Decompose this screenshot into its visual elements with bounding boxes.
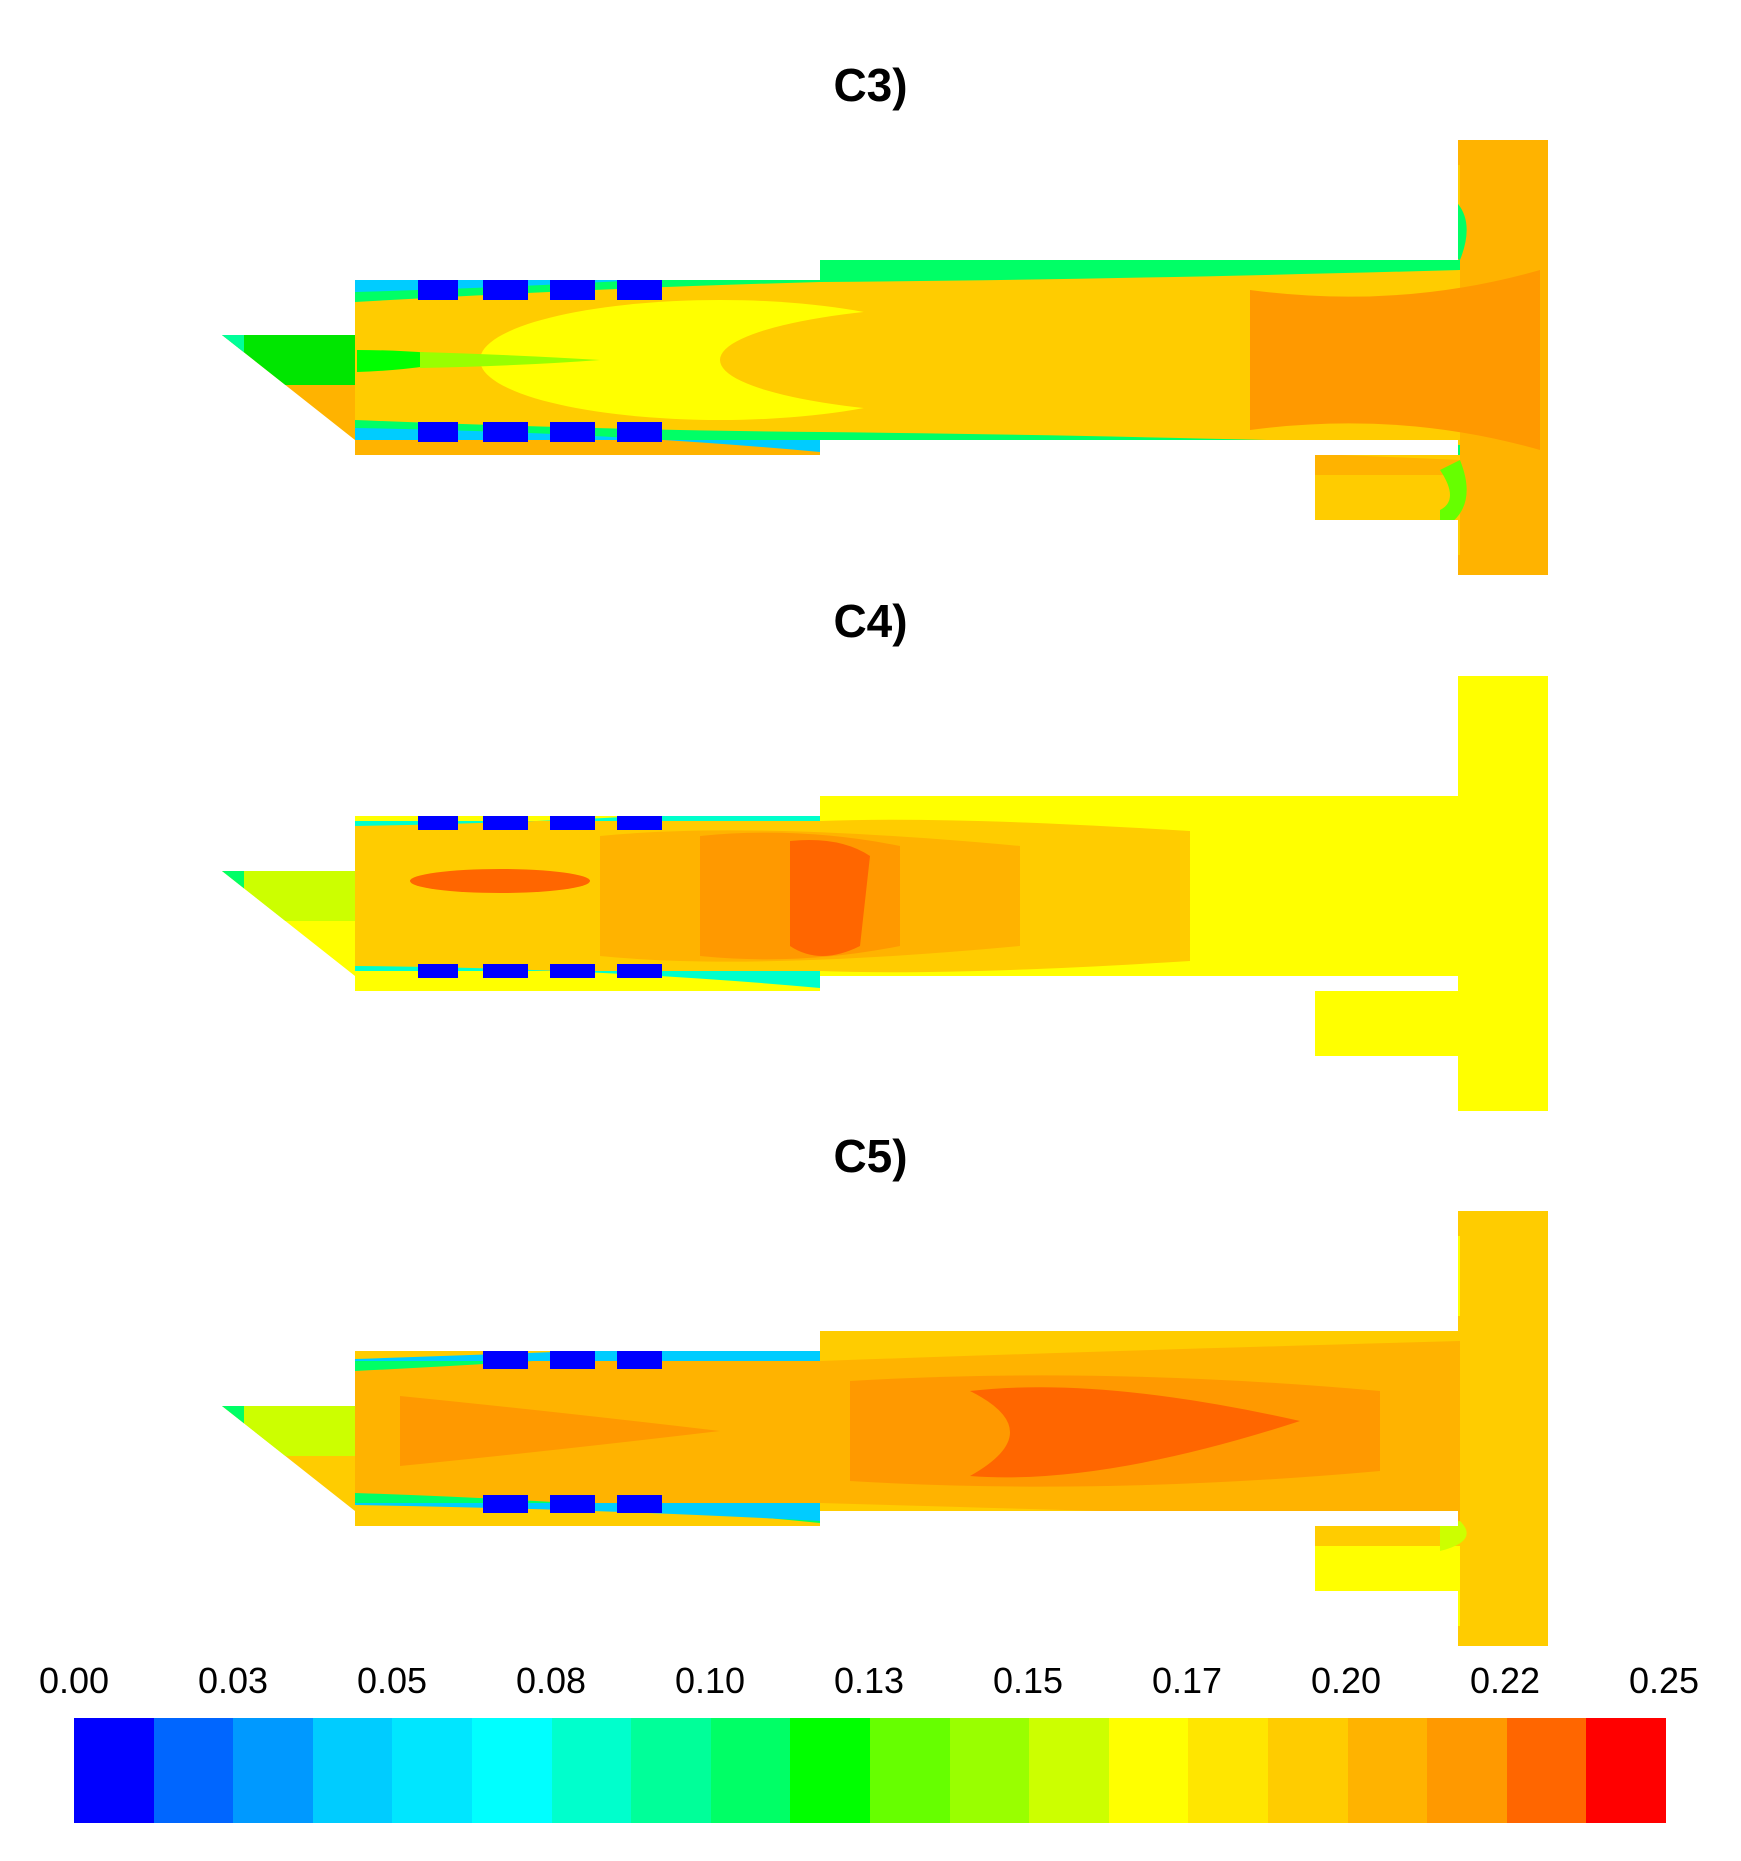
panel-title-c5: C5)	[833, 1130, 908, 1182]
panel-title-c3: C3)	[833, 59, 908, 111]
colorbar-swatch	[1108, 1718, 1189, 1823]
colorbar-swatch	[551, 1718, 632, 1823]
colorbar-swatch	[312, 1718, 393, 1823]
colorbar-label: 0.13	[833, 1660, 905, 1701]
colorbar-swatch	[1427, 1718, 1507, 1823]
contour-plot-c3	[222, 140, 1548, 575]
colorbar-label: 0.03	[197, 1660, 269, 1701]
colorbar-swatch	[1586, 1718, 1666, 1823]
colorbar-swatch	[1506, 1718, 1587, 1823]
colorbar-swatch	[74, 1718, 154, 1823]
colorbar-swatch	[710, 1718, 791, 1823]
colorbar-swatch	[392, 1718, 472, 1823]
colorbar-swatch	[1188, 1718, 1268, 1823]
colorbar-swatch	[1029, 1718, 1109, 1823]
colorbar-labels: 0.00 0.03 0.05 0.08 0.10 0.13 0.15 0.17 …	[0, 1660, 1741, 1710]
colorbar-swatch	[233, 1718, 313, 1823]
colorbar-swatch	[1267, 1718, 1348, 1823]
contour-plot-c5	[222, 1211, 1548, 1646]
contour-plot-c4	[222, 676, 1548, 1111]
colorbar-swatch	[631, 1718, 711, 1823]
colorbar-swatch	[471, 1718, 552, 1823]
colorbar-label: 0.22	[1469, 1660, 1541, 1701]
colorbar-swatch	[790, 1718, 870, 1823]
colorbar-label: 0.25	[1628, 1660, 1700, 1701]
colorbar-swatch	[1347, 1718, 1428, 1823]
colorbar-label: 0.15	[992, 1660, 1064, 1701]
colorbar-swatch	[869, 1718, 950, 1823]
colorbar-label: 0.08	[515, 1660, 587, 1701]
colorbar-label: 0.17	[1151, 1660, 1223, 1701]
colorbar-swatch	[949, 1718, 1030, 1823]
panel-title-c4: C4)	[833, 595, 908, 647]
colorbar	[74, 1718, 1666, 1823]
colorbar-label: 0.20	[1310, 1660, 1382, 1701]
colorbar-swatch	[153, 1718, 234, 1823]
colorbar-label: 0.00	[38, 1660, 110, 1701]
colorbar-label: 0.05	[356, 1660, 428, 1701]
colorbar-label: 0.10	[674, 1660, 746, 1701]
